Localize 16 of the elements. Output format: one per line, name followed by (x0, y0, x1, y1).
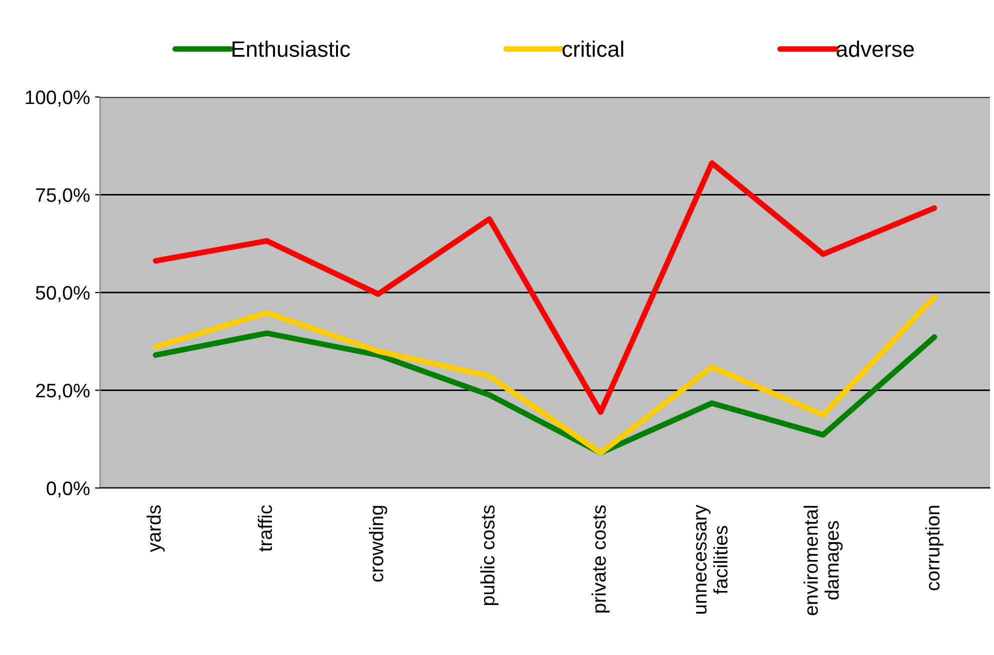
x-tick-label: yards (146, 505, 165, 552)
x-tick-label: public costs (480, 505, 498, 605)
y-tick-label: 0,0% (46, 481, 90, 498)
x-tick-label: private costs (592, 505, 610, 613)
legend-label: critical (562, 40, 624, 57)
x-tick-label: crowding (369, 506, 388, 582)
legend-label: adverse (836, 40, 914, 57)
x-tick-label: enviromental damages (804, 506, 843, 616)
y-tick-label: 75,0% (36, 188, 90, 204)
x-tick-label: unnecessary facilities (696, 504, 728, 614)
legend-label: Enthusiastic (232, 40, 350, 57)
x-tick-label: traffic (258, 505, 272, 552)
y-tick-label: 50,0% (36, 286, 90, 302)
x-tick-label: corruption (925, 506, 944, 590)
y-tick-label: 25,0% (36, 384, 90, 400)
y-tick-label: 100,0% (26, 90, 90, 107)
